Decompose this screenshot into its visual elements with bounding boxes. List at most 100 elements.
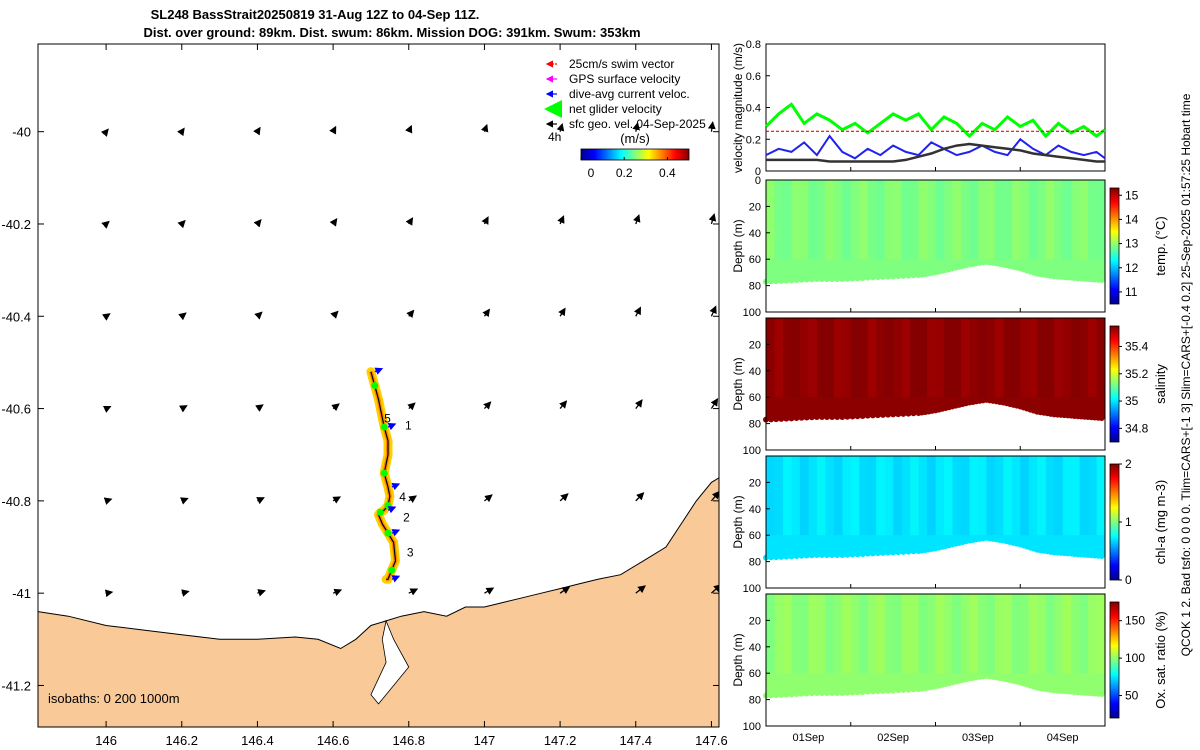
salinity-column xyxy=(910,318,920,398)
temperature-column xyxy=(1088,180,1098,260)
salinity-column xyxy=(842,318,852,398)
salinity-column xyxy=(850,318,860,398)
temperature-edge-dot xyxy=(874,274,881,281)
salinity-edge-dot xyxy=(788,415,795,422)
temperature-edge-dot xyxy=(824,276,831,282)
oxygen-column xyxy=(927,594,936,674)
net-velocity-mark xyxy=(371,382,379,389)
map-xtick-label: 146.4 xyxy=(241,733,274,748)
geo-arrow xyxy=(255,404,264,412)
oxygen-edge-dot xyxy=(803,690,810,697)
chla-edge-dot xyxy=(1098,553,1105,560)
salinity-cbar-tick-label: 35.4 xyxy=(1125,339,1149,353)
geo-velocity-arrows xyxy=(100,121,719,598)
salinity-column xyxy=(1045,318,1055,398)
oxygen-edge-dot xyxy=(813,690,820,696)
chla-edge-dot xyxy=(879,549,886,556)
map-legend: 25cm/s swim vector GPS surface velocity … xyxy=(544,57,706,180)
chla-ytick-label: 60 xyxy=(749,530,761,542)
map-colorbar-title: (m/s) xyxy=(620,131,650,146)
chla-ytick-label: 100 xyxy=(743,583,761,595)
map-cbar-tick-label: 0 xyxy=(588,166,595,180)
chla-column xyxy=(994,456,1004,536)
net-velocity-mark xyxy=(384,529,392,537)
temperature-edge-dot xyxy=(839,276,846,282)
temperature-edge-dot xyxy=(895,273,902,280)
chla-column xyxy=(876,456,886,536)
oxygen-edge-dot xyxy=(885,687,892,694)
chla-edge-dot xyxy=(900,548,907,555)
chla-edge-dot xyxy=(890,549,897,556)
chla-cbar-tick-label: 2 xyxy=(1125,457,1132,471)
temperature-edge-dot xyxy=(844,275,851,282)
salinity-column xyxy=(986,318,996,398)
temperature-colorbar xyxy=(1109,187,1120,305)
map-ytick-label: -41.2 xyxy=(1,678,31,693)
temperature-edge-dot xyxy=(788,277,795,284)
chla-edge-dot xyxy=(783,553,790,560)
geo-arrow xyxy=(330,310,339,319)
salinity-edge-dot xyxy=(839,414,846,420)
temperature-column xyxy=(1062,180,1072,260)
salinity-edge-dot xyxy=(890,411,897,418)
chla-edge-dot xyxy=(824,552,831,558)
temperature-column xyxy=(960,180,970,260)
temperature-column xyxy=(969,180,979,260)
salinity-ytick-label: 40 xyxy=(749,366,761,378)
temperature-column xyxy=(918,180,928,260)
geo-arrow xyxy=(332,588,343,597)
salinity-column xyxy=(808,318,818,398)
salinity-edge-dot xyxy=(803,414,810,421)
oxygen-edge-dot xyxy=(818,690,825,696)
geo-arrow xyxy=(103,497,113,505)
chla-edge-dot xyxy=(778,553,785,560)
salinity-column xyxy=(1096,318,1106,398)
salinity-ytick-label: 100 xyxy=(743,445,761,457)
salinity-column xyxy=(918,318,928,398)
vel-ytick-label: 0 xyxy=(755,166,761,178)
temperature-column xyxy=(1020,180,1030,260)
salinity-ytick-label: 60 xyxy=(749,392,761,404)
map-colorbar xyxy=(580,148,690,161)
chla-edge-dot xyxy=(813,552,820,558)
legend-geo-label: sfc geo. vel. 04-Sep-2025 xyxy=(569,117,706,131)
salinity-column xyxy=(799,318,809,398)
map-xtick-label: 146.8 xyxy=(392,733,425,748)
chla-cbar-tick-label: 1 xyxy=(1125,515,1132,529)
geo-arrow xyxy=(707,121,716,132)
vel-ytick-label: 0.2 xyxy=(746,134,761,146)
land-polygon xyxy=(38,477,719,727)
salinity-edge-dot xyxy=(879,411,886,418)
oxygen-column xyxy=(782,594,792,674)
temperature-edge-dot xyxy=(773,278,780,285)
geo-arrow xyxy=(635,492,645,502)
temperature-column xyxy=(977,180,987,260)
geo-arrow xyxy=(635,585,646,594)
oxygen-edge-dot xyxy=(874,688,881,695)
temperature-column xyxy=(943,180,953,260)
geo-arrow xyxy=(254,311,263,320)
geo-arrow xyxy=(634,399,643,409)
geo-arrow xyxy=(104,589,114,598)
geo-arrow xyxy=(484,494,493,503)
temperature-column xyxy=(1054,180,1064,260)
temperature-edge-dot xyxy=(768,278,775,285)
temperature-cbar-tick-label: 11 xyxy=(1125,285,1138,299)
temperature-edge-dot xyxy=(829,276,836,282)
geo-arrow xyxy=(484,587,495,595)
section-xtick-label: 04Sep xyxy=(1047,732,1079,744)
chla-column xyxy=(1003,456,1013,536)
temperature-ytick-label: 40 xyxy=(749,228,761,240)
salinity-column xyxy=(833,318,843,398)
oxygen-edge-dot xyxy=(793,691,800,698)
current-arrow xyxy=(374,367,384,375)
map-xtick-label: 147 xyxy=(474,733,496,748)
salinity-edge-dot xyxy=(854,413,861,420)
geo-arrow xyxy=(708,213,717,225)
salinity-column xyxy=(1011,318,1021,398)
salinity-column xyxy=(791,318,801,398)
chla-column xyxy=(935,456,945,536)
temperature-column xyxy=(927,180,936,260)
salinity-column xyxy=(1088,318,1098,398)
oxygen-edge-dot xyxy=(854,689,861,696)
